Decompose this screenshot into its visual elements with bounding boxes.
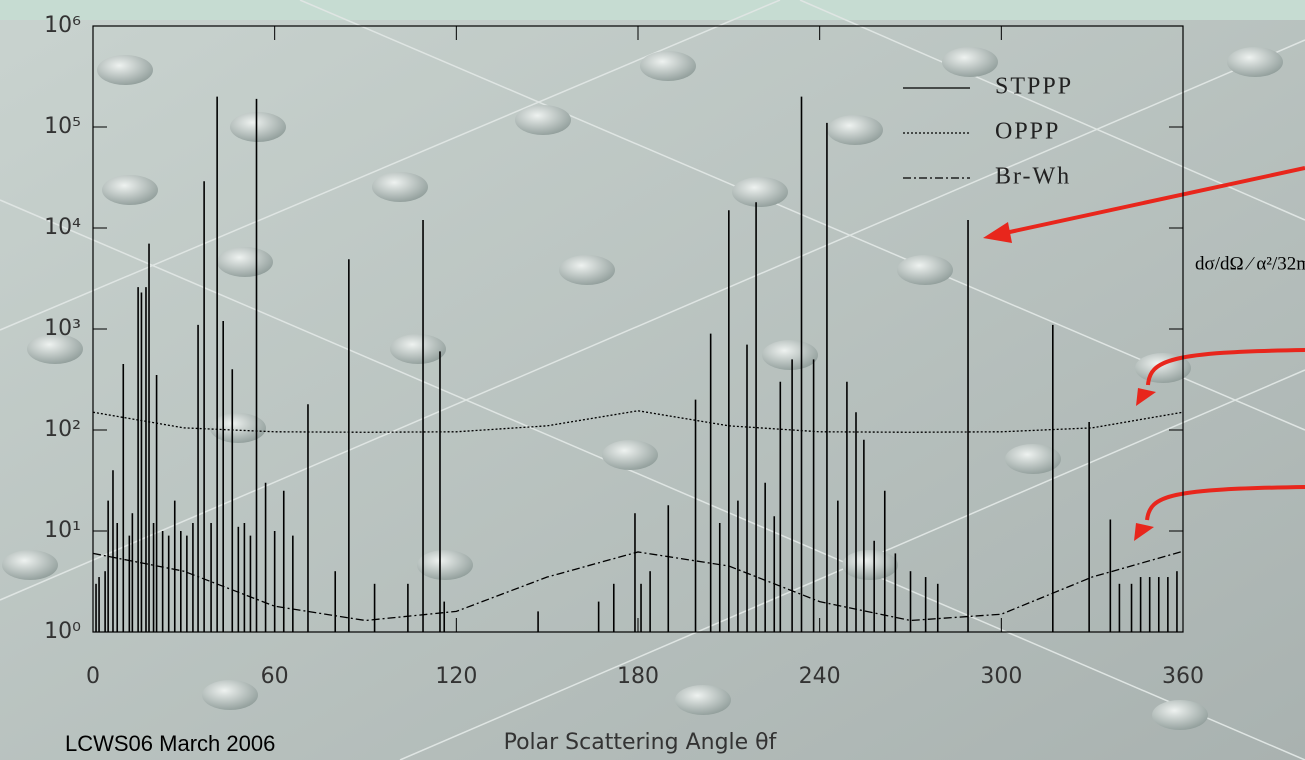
x-axis-label: Polar Scattering Angle θf <box>504 730 778 755</box>
y-tick-label: 10⁵ <box>44 114 81 139</box>
footer: LCWS06 March 2006 <box>65 731 275 756</box>
y-tick-label: 10¹ <box>44 518 81 543</box>
y-tick-label: 10² <box>44 417 81 442</box>
y-tick-label: 10³ <box>44 316 81 341</box>
series-line <box>92 410 1184 433</box>
y-tick-label: 10⁴ <box>44 215 81 240</box>
legend-label: OPPP <box>995 119 1060 145</box>
legend-label: STPPP <box>995 74 1073 100</box>
x-tick-label: 240 <box>799 664 841 689</box>
axis-annotation: dσ/dΩ ∕ α²/32m <box>1195 253 1305 274</box>
top-band <box>0 0 1305 20</box>
y-tick-label: 10⁶ <box>44 13 81 38</box>
legend-label: Br-Wh <box>995 164 1071 190</box>
x-tick-label: 120 <box>435 664 477 689</box>
x-tick-label: 180 <box>617 664 659 689</box>
red-arrows <box>983 166 1305 541</box>
x-tick-label: 0 <box>86 664 100 689</box>
decor-dots <box>2 47 1283 730</box>
series-line <box>92 550 1184 622</box>
x-tick-label: 60 <box>261 664 289 689</box>
y-tick-label: 10⁰ <box>44 619 81 644</box>
x-tick-label: 300 <box>980 664 1022 689</box>
x-tick-label: 360 <box>1162 664 1204 689</box>
